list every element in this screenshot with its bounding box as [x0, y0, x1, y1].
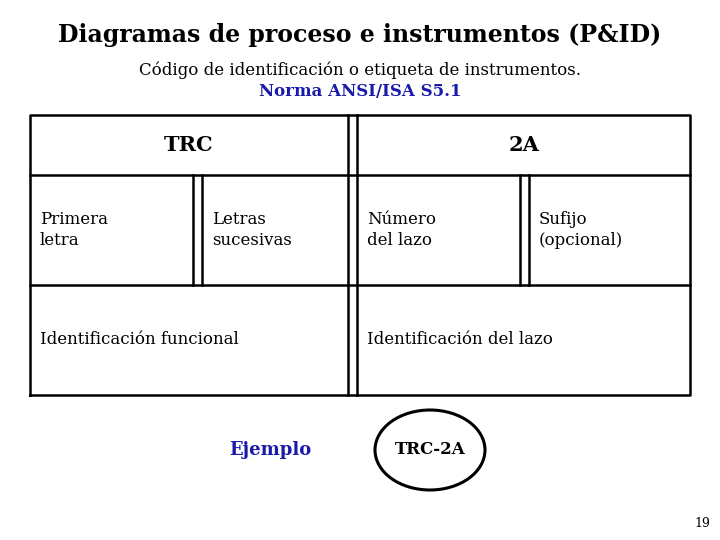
- Text: Código de identificación o etiqueta de instrumentos.: Código de identificación o etiqueta de i…: [139, 61, 581, 79]
- Text: 19: 19: [694, 517, 710, 530]
- Text: Letras
sucesivas: Letras sucesivas: [212, 211, 292, 249]
- Text: Identificación del lazo: Identificación del lazo: [367, 332, 553, 348]
- Text: Diagramas de proceso e instrumentos (P&ID): Diagramas de proceso e instrumentos (P&I…: [58, 23, 662, 47]
- Text: Número
del lazo: Número del lazo: [367, 211, 436, 249]
- Text: Ejemplo: Ejemplo: [229, 441, 311, 459]
- Text: TRC-2A: TRC-2A: [395, 442, 465, 458]
- Text: Primera
letra: Primera letra: [40, 211, 108, 249]
- Text: Identificación funcional: Identificación funcional: [40, 332, 239, 348]
- Text: Sufijo
(opcional): Sufijo (opcional): [539, 211, 624, 249]
- Text: 2A: 2A: [508, 135, 539, 155]
- Text: TRC: TRC: [164, 135, 214, 155]
- Text: Norma ANSI/ISA S5.1: Norma ANSI/ISA S5.1: [258, 84, 462, 100]
